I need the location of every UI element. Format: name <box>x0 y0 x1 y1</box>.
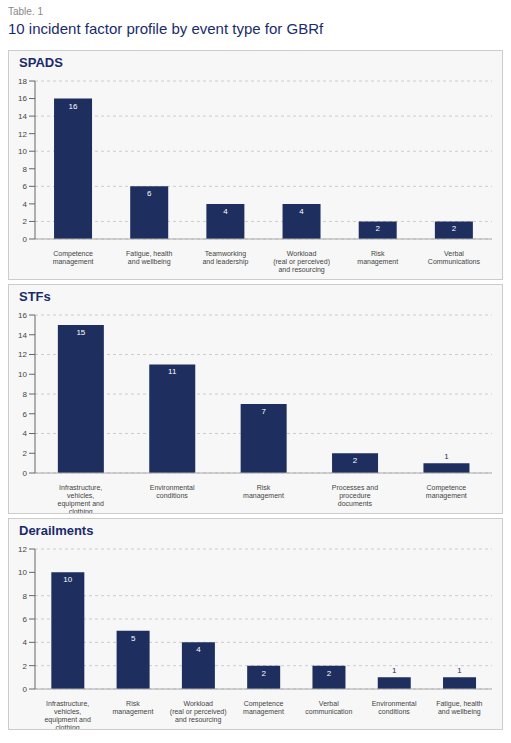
svg-text:10: 10 <box>63 575 72 584</box>
svg-text:0: 0 <box>23 685 28 694</box>
svg-text:18: 18 <box>18 77 27 86</box>
svg-text:4: 4 <box>223 207 228 216</box>
svg-text:Workload(real or perceived)and: Workload(real or perceived)and resourcin… <box>273 250 330 274</box>
svg-text:16: 16 <box>18 94 27 103</box>
svg-text:Infrastructure,vehicles,equipm: Infrastructure,vehicles,equipment andclo… <box>44 700 90 729</box>
svg-text:6: 6 <box>23 410 28 419</box>
svg-text:14: 14 <box>18 331 27 340</box>
svg-text:Fatigue, healthand wellbeing: Fatigue, healthand wellbeing <box>436 700 482 716</box>
svg-text:Environmentalconditions: Environmentalconditions <box>372 700 417 715</box>
svg-text:5: 5 <box>131 634 136 643</box>
svg-text:4: 4 <box>196 645 201 654</box>
svg-text:2: 2 <box>23 449 28 458</box>
svg-text:10: 10 <box>18 147 27 156</box>
svg-text:0: 0 <box>23 235 28 244</box>
svg-text:2: 2 <box>261 669 266 678</box>
svg-text:14: 14 <box>18 112 27 121</box>
svg-text:8: 8 <box>23 165 28 174</box>
svg-text:1: 1 <box>444 452 449 461</box>
svg-text:16: 16 <box>18 311 27 320</box>
svg-text:4: 4 <box>23 429 28 438</box>
svg-text:12: 12 <box>18 545 27 554</box>
svg-text:2: 2 <box>375 224 380 233</box>
html-text:STFs: STFs <box>19 289 51 304</box>
svg-text:Competencemanagement: Competencemanagement <box>243 700 284 716</box>
svg-text:Competencemanagement: Competencemanagement <box>53 250 94 266</box>
svg-text:12: 12 <box>18 350 27 359</box>
svg-text:8: 8 <box>23 390 28 399</box>
svg-text:2: 2 <box>23 662 28 671</box>
html-text:Table. 1: Table. 1 <box>8 6 43 17</box>
svg-text:10: 10 <box>18 370 27 379</box>
svg-text:7: 7 <box>261 407 266 416</box>
svg-text:16: 16 <box>69 102 78 111</box>
svg-text:Competencemanagement: Competencemanagement <box>426 484 467 500</box>
svg-text:Workload(real or perceived)and: Workload(real or perceived)and resourcin… <box>170 700 227 724</box>
svg-text:10: 10 <box>18 568 27 577</box>
svg-text:Riskmanagement: Riskmanagement <box>357 250 398 266</box>
svg-text:Infrastructure,vehicles,equipm: Infrastructure,vehicles,equipment andclo… <box>58 484 104 513</box>
svg-text:Teamworkingand leadership: Teamworkingand leadership <box>202 250 248 266</box>
svg-text:2: 2 <box>327 669 332 678</box>
svg-text:Fatigue, healthand wellbeing: Fatigue, healthand wellbeing <box>126 250 172 266</box>
svg-text:4: 4 <box>23 200 28 209</box>
svg-text:8: 8 <box>23 592 28 601</box>
svg-text:15: 15 <box>76 328 85 337</box>
svg-text:VerbalCommunications: VerbalCommunications <box>428 250 481 265</box>
svg-text:2: 2 <box>452 224 457 233</box>
svg-text:4: 4 <box>23 638 28 647</box>
svg-text:Riskmanagement: Riskmanagement <box>243 484 284 500</box>
svg-text:0: 0 <box>23 469 28 478</box>
svg-text:6: 6 <box>23 182 28 191</box>
svg-text:Environmentalconditions: Environmentalconditions <box>150 484 195 499</box>
svg-text:12: 12 <box>18 130 27 139</box>
svg-text:Verbalcommunication: Verbalcommunication <box>305 700 352 715</box>
html-text:Derailments: Derailments <box>19 523 94 538</box>
svg-text:Processes andproceduredocument: Processes andproceduredocuments <box>332 484 378 507</box>
svg-text:1: 1 <box>392 666 397 675</box>
html-text:SPADS: SPADS <box>19 55 63 70</box>
html-text:10 incident factor profile by: 10 incident factor profile by event type… <box>8 20 324 37</box>
svg-text:2: 2 <box>23 217 28 226</box>
svg-text:Riskmanagement: Riskmanagement <box>112 700 153 716</box>
svg-text:1: 1 <box>457 666 462 675</box>
svg-text:11: 11 <box>168 367 177 376</box>
svg-text:6: 6 <box>147 189 152 198</box>
svg-text:4: 4 <box>299 207 304 216</box>
svg-text:2: 2 <box>353 456 358 465</box>
svg-text:6: 6 <box>23 615 28 624</box>
